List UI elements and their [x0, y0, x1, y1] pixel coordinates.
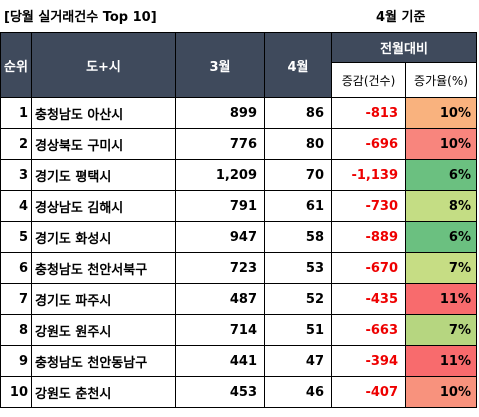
header-region: 도+시: [31, 32, 176, 98]
region-cell: 강원도 춘천시: [31, 376, 176, 408]
header-change-rate: 증가율(%): [405, 62, 477, 98]
rank-cell: 6: [0, 252, 32, 284]
change-count-cell: -1,139: [331, 159, 406, 191]
rank-cell: 3: [0, 159, 32, 191]
region-cell: 충청남도 천안동남구: [31, 345, 176, 377]
march-count-cell: 714: [175, 314, 265, 346]
region-cell: 경상남도 김해시: [31, 190, 176, 222]
header-rank: 순위: [0, 32, 32, 98]
rank-cell: 10: [0, 376, 32, 408]
rank-cell: 1: [0, 97, 32, 129]
march-count-cell: 723: [175, 252, 265, 284]
april-count-cell: 47: [264, 345, 332, 377]
top10-table: 순위 도+시 3월 4월 전월대비 증감(건수) 증가율(%) 1 충청남도 아산…: [0, 32, 477, 408]
header-row-top: 순위 도+시 3월 4월 전월대비: [0, 32, 477, 98]
change-count-cell: -889: [331, 221, 406, 253]
region-cell: 경상북도 구미시: [31, 128, 176, 160]
table-body: 1 충청남도 아산시 899 86 -813 10% 2 경상북도 구미시 776 80 -696 1…: [0, 97, 477, 408]
change-count-cell: -407: [331, 376, 406, 408]
march-count-cell: 776: [175, 128, 265, 160]
march-count-cell: 791: [175, 190, 265, 222]
region-cell: 경기도 화성시: [31, 221, 176, 253]
table-row: 5 경기도 화성시 947 58 -889 6%: [0, 221, 477, 253]
table-row: 1 충청남도 아산시 899 86 -813 10%: [0, 97, 477, 129]
rank-cell: 9: [0, 345, 32, 377]
change-count-cell: -435: [331, 283, 406, 315]
region-cell: 경기도 파주시: [31, 283, 176, 315]
basis-label: 4월 기준: [376, 10, 426, 25]
change-rate-cell: 10%: [405, 376, 477, 408]
table-row: 6 충청남도 천안서북구 723 53 -670 7%: [0, 252, 477, 284]
april-count-cell: 53: [264, 252, 332, 284]
april-count-cell: 58: [264, 221, 332, 253]
change-count-cell: -663: [331, 314, 406, 346]
march-count-cell: 899: [175, 97, 265, 129]
rank-cell: 4: [0, 190, 32, 222]
table-row: 2 경상북도 구미시 776 80 -696 10%: [0, 128, 477, 160]
change-rate-cell: 11%: [405, 283, 477, 315]
table-row: 9 충청남도 천안동남구 441 47 -394 11%: [0, 345, 477, 377]
change-rate-cell: 6%: [405, 159, 477, 191]
rank-cell: 2: [0, 128, 32, 160]
header-row-sub: 증감(건수) 증가율(%): [1, 62, 477, 98]
change-rate-cell: 10%: [405, 97, 477, 129]
change-rate-cell: 7%: [405, 252, 477, 284]
table-row: 7 경기도 파주시 487 52 -435 11%: [0, 283, 477, 315]
april-count-cell: 86: [264, 97, 332, 129]
header-april: 4월: [264, 32, 332, 98]
change-count-cell: -813: [331, 97, 406, 129]
region-cell: 경기도 평택시: [31, 159, 176, 191]
header-mom-group: 전월대비: [331, 32, 477, 63]
april-count-cell: 70: [264, 159, 332, 191]
change-rate-cell: 11%: [405, 345, 477, 377]
april-count-cell: 61: [264, 190, 332, 222]
march-count-cell: 453: [175, 376, 265, 408]
change-rate-cell: 7%: [405, 314, 477, 346]
march-count-cell: 947: [175, 221, 265, 253]
table-row: 8 강원도 원주시 714 51 -663 7%: [0, 314, 477, 346]
region-cell: 충청남도 천안서북구: [31, 252, 176, 284]
rank-cell: 7: [0, 283, 32, 315]
march-count-cell: 487: [175, 283, 265, 315]
table-row: 4 경상남도 김해시 791 61 -730 8%: [0, 190, 477, 222]
april-count-cell: 52: [264, 283, 332, 315]
region-cell: 강원도 원주시: [31, 314, 176, 346]
header-change-count: 증감(건수): [331, 62, 406, 98]
region-cell: 충청남도 아산시: [31, 97, 176, 129]
table-title: [당월 실거래건수 Top 10]: [4, 10, 157, 25]
table-row: 10 강원도 춘천시 453 46 -407 10%: [0, 376, 477, 408]
change-count-cell: -696: [331, 128, 406, 160]
april-count-cell: 51: [264, 314, 332, 346]
header-march: 3월: [175, 32, 265, 98]
april-count-cell: 46: [264, 376, 332, 408]
table-row: 3 경기도 평택시 1,209 70 -1,139 6%: [0, 159, 477, 191]
change-count-cell: -670: [331, 252, 406, 284]
change-rate-cell: 10%: [405, 128, 477, 160]
march-count-cell: 441: [175, 345, 265, 377]
change-rate-cell: 8%: [405, 190, 477, 222]
change-rate-cell: 6%: [405, 221, 477, 253]
change-count-cell: -730: [331, 190, 406, 222]
rank-cell: 5: [0, 221, 32, 253]
change-count-cell: -394: [331, 345, 406, 377]
march-count-cell: 1,209: [175, 159, 265, 191]
april-count-cell: 80: [264, 128, 332, 160]
rank-cell: 8: [0, 314, 32, 346]
